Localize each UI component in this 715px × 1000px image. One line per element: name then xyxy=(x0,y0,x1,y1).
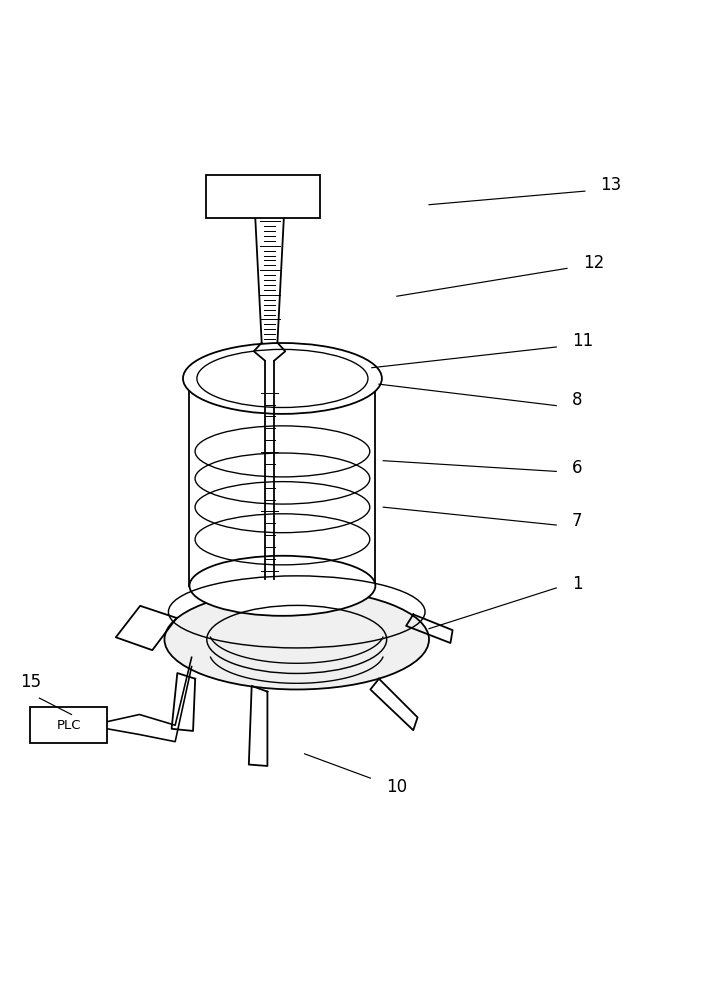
FancyBboxPatch shape xyxy=(206,175,320,218)
Polygon shape xyxy=(116,606,177,650)
Text: 12: 12 xyxy=(583,254,604,272)
Text: 13: 13 xyxy=(601,176,622,194)
Polygon shape xyxy=(249,686,267,766)
Ellipse shape xyxy=(164,589,429,689)
Text: PLC: PLC xyxy=(56,719,81,732)
Polygon shape xyxy=(406,614,453,643)
Ellipse shape xyxy=(189,556,375,616)
Text: 11: 11 xyxy=(572,332,593,350)
Text: 6: 6 xyxy=(572,459,583,477)
Text: 1: 1 xyxy=(572,575,583,593)
FancyBboxPatch shape xyxy=(30,707,107,743)
Text: 15: 15 xyxy=(20,673,41,691)
Text: 7: 7 xyxy=(572,512,583,530)
Ellipse shape xyxy=(183,343,382,414)
Polygon shape xyxy=(172,673,195,731)
Polygon shape xyxy=(370,679,418,730)
Text: 8: 8 xyxy=(572,391,583,409)
Text: 10: 10 xyxy=(386,778,408,796)
